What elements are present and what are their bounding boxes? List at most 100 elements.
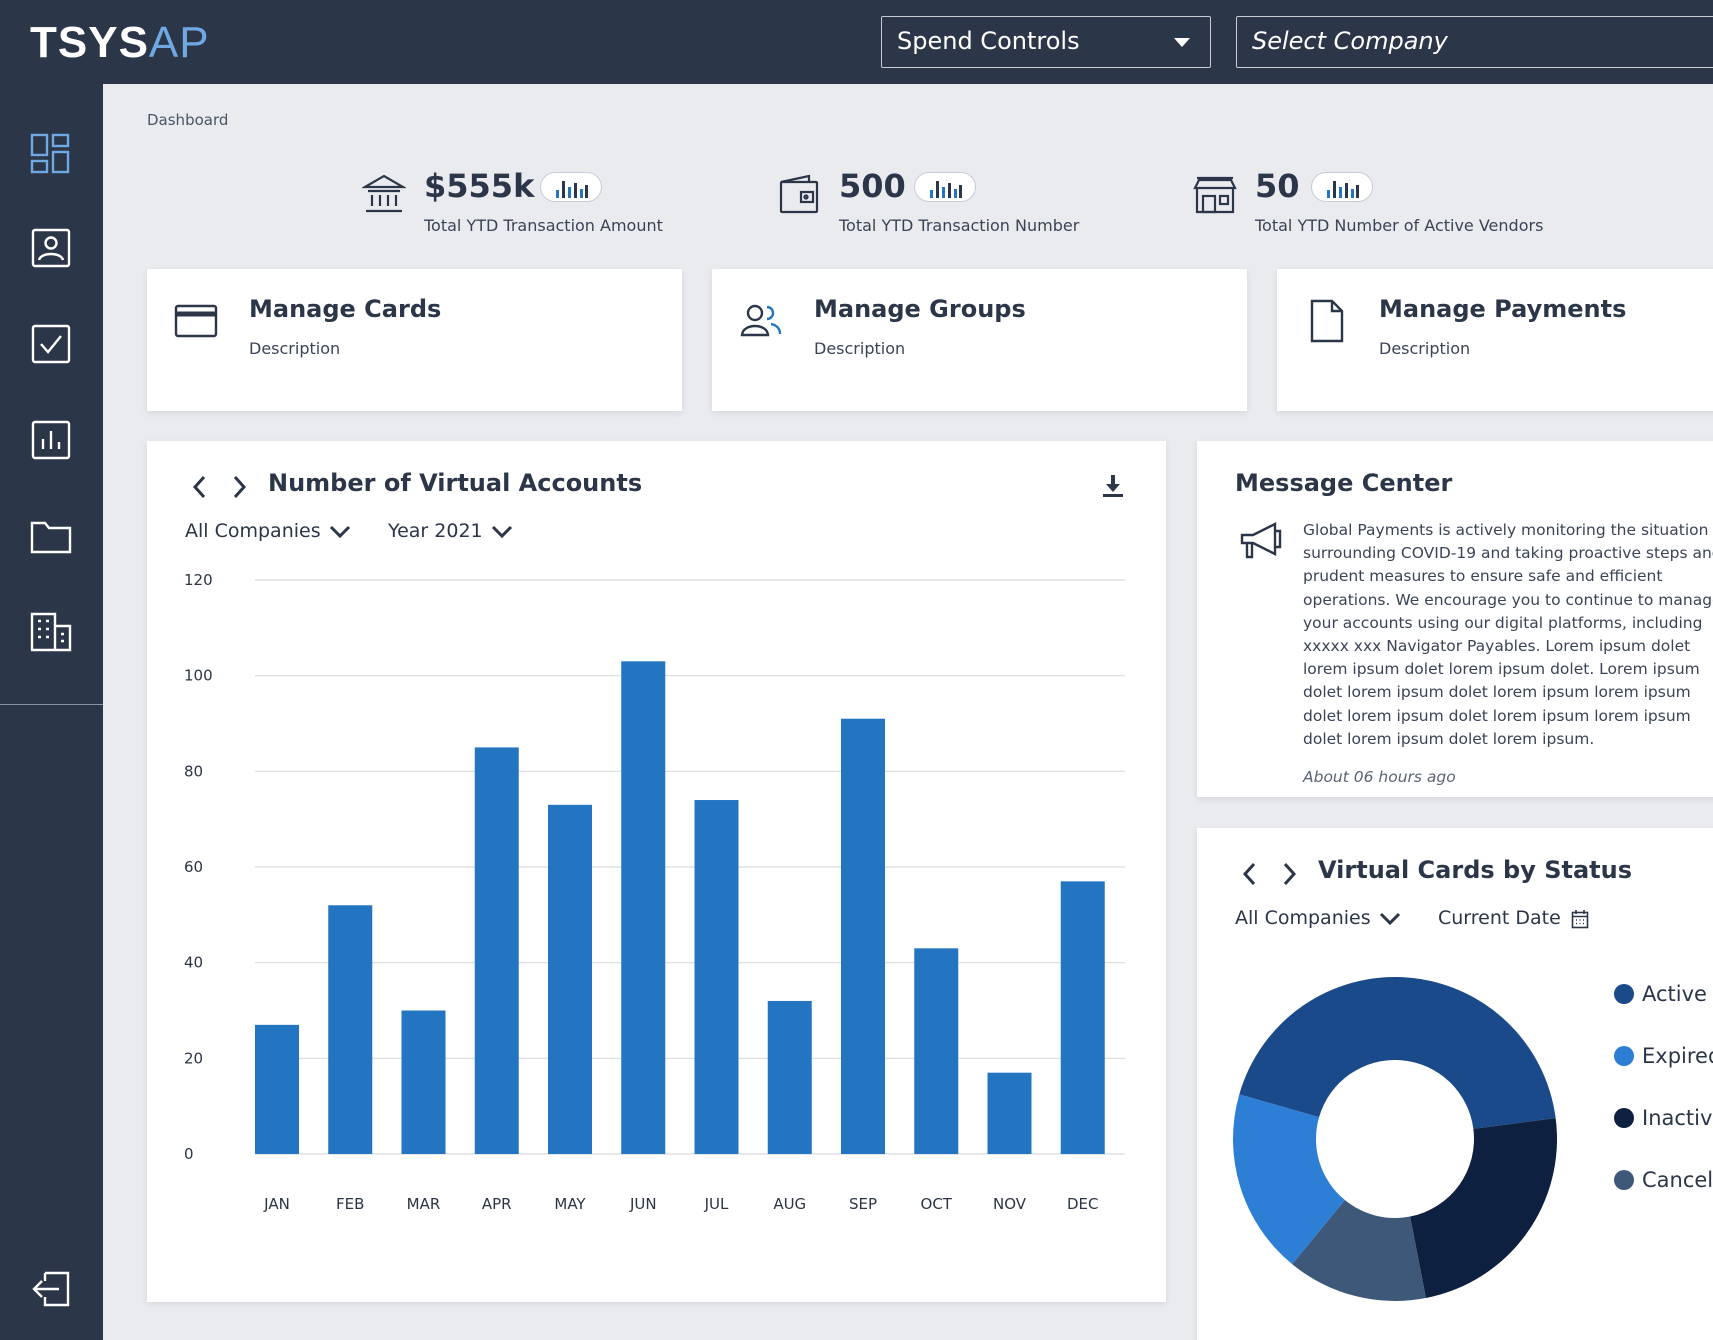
top-bar: TSYSAP Spend Controls Select Company <box>0 0 1713 84</box>
bar-jan <box>255 1024 299 1154</box>
slice-inactive <box>1410 1118 1557 1299</box>
y-tick-label: 80 <box>184 762 203 780</box>
manage-description: Description <box>249 339 341 358</box>
stat-chart-button[interactable] <box>914 172 976 202</box>
legend-dot <box>1614 1170 1634 1190</box>
download-icon[interactable] <box>1101 473 1125 499</box>
legend-item-expired[interactable]: Expired <box>1614 1044 1713 1068</box>
stat-value: 500 <box>839 167 906 205</box>
manage-title: Manage Groups <box>814 295 1026 323</box>
y-tick-label: 0 <box>184 1145 194 1163</box>
x-tick-label: JUL <box>704 1195 729 1213</box>
year-filter[interactable]: Year 2021 <box>388 520 513 542</box>
contact-card-icon[interactable] <box>29 226 73 270</box>
dashboard-icon[interactable] <box>29 132 73 176</box>
bar-dec <box>1060 881 1105 1154</box>
legend-label: Active <box>1642 982 1707 1006</box>
x-tick-label: AUG <box>773 1195 806 1213</box>
x-tick-label: OCT <box>921 1195 953 1213</box>
company-filter-label: All Companies <box>185 520 321 542</box>
y-tick-label: 20 <box>184 1049 203 1067</box>
stat-value: $555k <box>424 167 535 205</box>
logo[interactable]: TSYSAP <box>30 18 210 68</box>
y-tick-label: 100 <box>184 667 213 685</box>
company-filter[interactable]: All Companies <box>185 520 351 542</box>
slice-active <box>1239 977 1556 1129</box>
mini-bar-chart-icon <box>556 181 588 198</box>
date-filter[interactable]: Current Date <box>1438 907 1589 929</box>
bar-apr <box>474 747 519 1154</box>
folder-icon[interactable] <box>29 514 73 558</box>
bar-aug <box>767 1000 812 1154</box>
y-tick-label: 120 <box>184 571 213 589</box>
select-company-dropdown[interactable]: Select Company <box>1236 16 1713 68</box>
stat-label: Total YTD Number of Active Vendors <box>1255 216 1544 235</box>
bar-jul <box>694 800 739 1154</box>
spend-controls-label: Spend Controls <box>897 27 1080 55</box>
company-filter-label: All Companies <box>1235 907 1371 929</box>
legend-dot <box>1614 984 1634 1004</box>
legend-item-cancelled[interactable]: Cancelled <box>1614 1168 1713 1192</box>
checkbox-icon[interactable] <box>29 322 73 366</box>
x-tick-label: APR <box>482 1195 512 1213</box>
panel-title: Number of Virtual Accounts <box>268 469 643 497</box>
x-tick-label: JAN <box>263 1195 290 1213</box>
legend-label: Cancelled <box>1642 1168 1713 1192</box>
legend-item-active[interactable]: Active <box>1614 982 1707 1006</box>
company-filter[interactable]: All Companies <box>1235 907 1401 929</box>
legend-label: Inactive <box>1642 1106 1713 1130</box>
stat-label: Total YTD Transaction Amount <box>424 216 663 235</box>
x-tick-label: JUN <box>629 1195 657 1213</box>
x-tick-label: MAR <box>407 1195 441 1213</box>
chevron-right-icon[interactable] <box>228 474 250 500</box>
legend-item-inactive[interactable]: Inactive <box>1614 1106 1713 1130</box>
legend-dot <box>1614 1108 1634 1128</box>
manage-cards-card[interactable]: Manage Cards Description <box>147 269 682 411</box>
chevron-left-icon[interactable] <box>189 474 211 500</box>
x-tick-label: MAY <box>554 1195 586 1213</box>
building-icon[interactable] <box>29 610 73 654</box>
mini-bar-chart-icon <box>1327 181 1359 198</box>
credit-card-icon <box>174 304 218 338</box>
date-filter-label: Current Date <box>1438 907 1561 929</box>
message-center-panel: Message Center Global Payments is active… <box>1197 441 1713 797</box>
legend-dot <box>1614 1046 1634 1066</box>
bar-may <box>548 804 592 1154</box>
spend-controls-dropdown[interactable]: Spend Controls <box>881 16 1211 68</box>
sidebar-divider <box>0 704 103 705</box>
stat-chart-button[interactable] <box>1311 172 1373 202</box>
legend-label: Expired <box>1642 1044 1713 1068</box>
manage-title: Manage Cards <box>249 295 442 323</box>
x-tick-label: NOV <box>993 1195 1027 1213</box>
bar-oct <box>914 948 959 1154</box>
wallet-icon <box>779 174 819 214</box>
sidebar <box>0 84 103 1340</box>
manage-groups-card[interactable]: Manage Groups Description <box>712 269 1247 411</box>
message-body: Global Payments is actively monitoring t… <box>1303 521 1713 748</box>
breadcrumb[interactable]: Dashboard <box>147 111 229 129</box>
chevron-left-icon[interactable] <box>1239 861 1261 887</box>
logo-accent: AP <box>148 18 210 67</box>
virtual-cards-donut-chart <box>1233 977 1557 1301</box>
document-icon <box>1310 299 1344 343</box>
year-filter-label: Year 2021 <box>388 520 483 542</box>
y-tick-label: 60 <box>184 858 203 876</box>
chevron-down-icon <box>1379 912 1400 925</box>
y-tick-label: 40 <box>184 954 203 972</box>
bank-icon <box>362 174 406 213</box>
bar-chart-icon[interactable] <box>29 418 73 462</box>
slice-cancelled <box>1292 1200 1426 1301</box>
chevron-down-icon <box>329 525 350 538</box>
bar-sep <box>841 718 885 1154</box>
virtual-cards-status-panel: Virtual Cards by Status All Companies Cu… <box>1197 828 1713 1340</box>
chevron-down-icon <box>491 525 512 538</box>
bar-mar <box>401 1010 446 1154</box>
chevron-right-icon[interactable] <box>1278 861 1300 887</box>
caret-down-icon <box>1174 38 1190 47</box>
manage-payments-card[interactable]: Manage Payments Description <box>1277 269 1713 411</box>
x-tick-label: FEB <box>336 1195 364 1213</box>
logout-icon[interactable] <box>29 1267 73 1311</box>
slice-expired <box>1233 1094 1345 1265</box>
stat-chart-button[interactable] <box>540 172 602 202</box>
stat-label: Total YTD Transaction Number <box>839 216 1080 235</box>
